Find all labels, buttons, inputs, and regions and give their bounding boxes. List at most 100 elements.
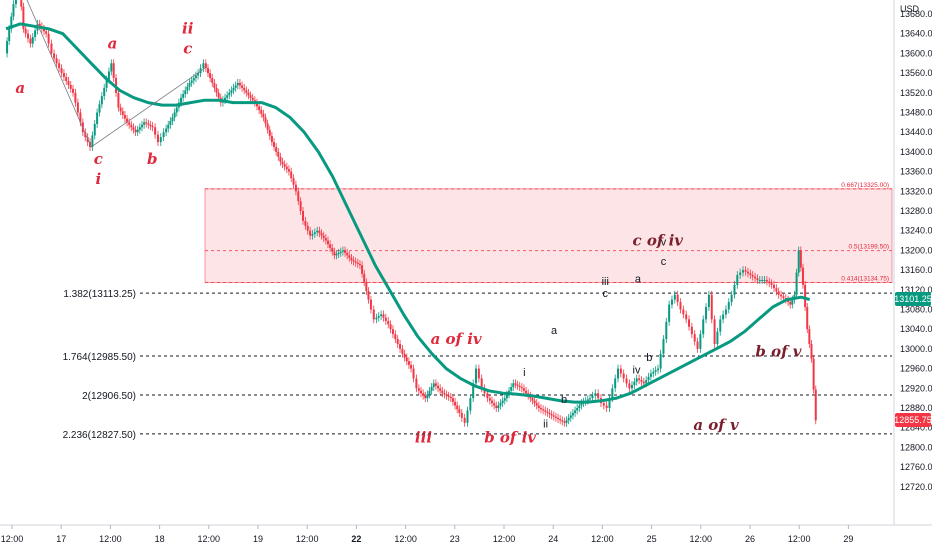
candle-body: [430, 387, 433, 391]
wave-label: a of iv: [431, 330, 482, 348]
price-tick-label: 12760.00: [900, 462, 932, 472]
candle-body: [746, 271, 749, 274]
candle-body: [184, 90, 187, 95]
candle-body: [640, 380, 643, 382]
time-axis[interactable]: 12:00 17 12:00 18 12:00 19 12:00 22 12:00 23 12:00…: [0, 524, 932, 544]
candle-body: [96, 112, 99, 124]
candle-body: [812, 358, 815, 390]
candle-body: [119, 107, 122, 112]
candle-body: [45, 31, 48, 34]
candle-body: [238, 82, 241, 86]
candle-body: [662, 339, 665, 354]
candle-body: [744, 270, 747, 272]
candle-body: [469, 398, 472, 411]
price-tick-label: 12800.00: [900, 442, 932, 452]
candle-body: [206, 68, 209, 74]
price-tick-label: 13040.00: [900, 324, 932, 334]
candle-body: [405, 357, 408, 362]
candle-body: [134, 129, 137, 133]
candle-body: [121, 111, 124, 115]
price-tick-label: 13400.00: [900, 147, 932, 157]
candle-body: [350, 257, 353, 261]
candle-body: [173, 112, 176, 118]
fib-zone-label: 0.5(13199.50): [849, 244, 889, 251]
candle-body: [262, 113, 265, 118]
candle-body: [801, 267, 804, 285]
candle-body: [795, 272, 798, 295]
candle-body: [419, 390, 422, 394]
candle-body: [403, 353, 406, 358]
candle-body: [495, 405, 498, 408]
fib-zone-label: 0.667(13325.00): [841, 182, 889, 189]
candle-body: [213, 82, 216, 88]
candle-body: [241, 85, 244, 88]
candle-body: [578, 405, 581, 408]
candle-body: [389, 324, 392, 330]
candle-body: [614, 378, 617, 389]
candle-body: [716, 331, 719, 344]
wave-label: i: [95, 170, 101, 188]
candle-body: [412, 368, 415, 379]
price-axis[interactable]: 13680.00 13640.00 13600.00 13560.00 13520.00…: [893, 0, 932, 525]
candle-body: [209, 73, 212, 79]
time-tick-label: 18: [155, 534, 165, 544]
candle-body: [576, 408, 579, 411]
candle-body: [754, 276, 757, 279]
candle-body: [424, 395, 427, 399]
candle-body: [175, 107, 178, 113]
candle-body: [107, 71, 110, 80]
wave-label: c: [661, 256, 667, 268]
candle-body: [130, 124, 133, 128]
wave-label: iii: [415, 428, 432, 446]
candle-body: [236, 82, 239, 86]
candle-body: [480, 378, 483, 389]
candle-body: [384, 317, 387, 321]
candle-body: [8, 28, 11, 42]
wave-label: a: [551, 325, 558, 337]
time-tick-label: 25: [647, 534, 657, 544]
candle-body: [422, 393, 425, 396]
candle-body: [770, 283, 773, 285]
candle-body: [722, 314, 725, 320]
candle-body: [331, 247, 334, 252]
zigzag-line: [26, 0, 206, 148]
time-tick-label: 12:00: [198, 534, 221, 544]
candle-body: [557, 417, 560, 420]
candle-body: [217, 92, 220, 98]
candle-body: [554, 416, 557, 418]
moving-average-line: [5, 22, 811, 404]
wave-label: v: [661, 236, 667, 248]
candle-body: [12, 4, 15, 17]
candle-body: [277, 151, 280, 157]
candle-body: [382, 314, 385, 318]
candle-body: [369, 299, 372, 310]
candle-body: [463, 417, 466, 423]
candle-body: [758, 279, 761, 281]
candle-body: [520, 387, 523, 389]
candle-body: [531, 398, 534, 401]
time-tick-label: 24: [548, 534, 558, 544]
candle-body: [72, 88, 75, 93]
candle-body: [304, 220, 307, 226]
candle-body: [24, 28, 27, 34]
candle-body: [266, 123, 269, 130]
candle-body: [699, 334, 702, 349]
time-tick-label: 12:00: [788, 534, 811, 544]
wave-label: a of v: [693, 416, 739, 434]
candle-body: [522, 388, 525, 391]
candle-body: [510, 387, 513, 391]
candle-body: [79, 112, 82, 123]
wave-label: ii: [543, 419, 548, 431]
candle-body: [186, 86, 189, 91]
candle-body: [159, 137, 162, 143]
current-price-badge: 13101.25: [894, 294, 932, 304]
candle-body: [399, 343, 402, 349]
candle-body: [561, 420, 564, 422]
time-tick-label: 12:00: [296, 534, 319, 544]
candle-body: [472, 383, 475, 399]
candle-body: [255, 102, 258, 107]
candle-body: [493, 403, 496, 406]
wave-label: b: [147, 150, 158, 168]
